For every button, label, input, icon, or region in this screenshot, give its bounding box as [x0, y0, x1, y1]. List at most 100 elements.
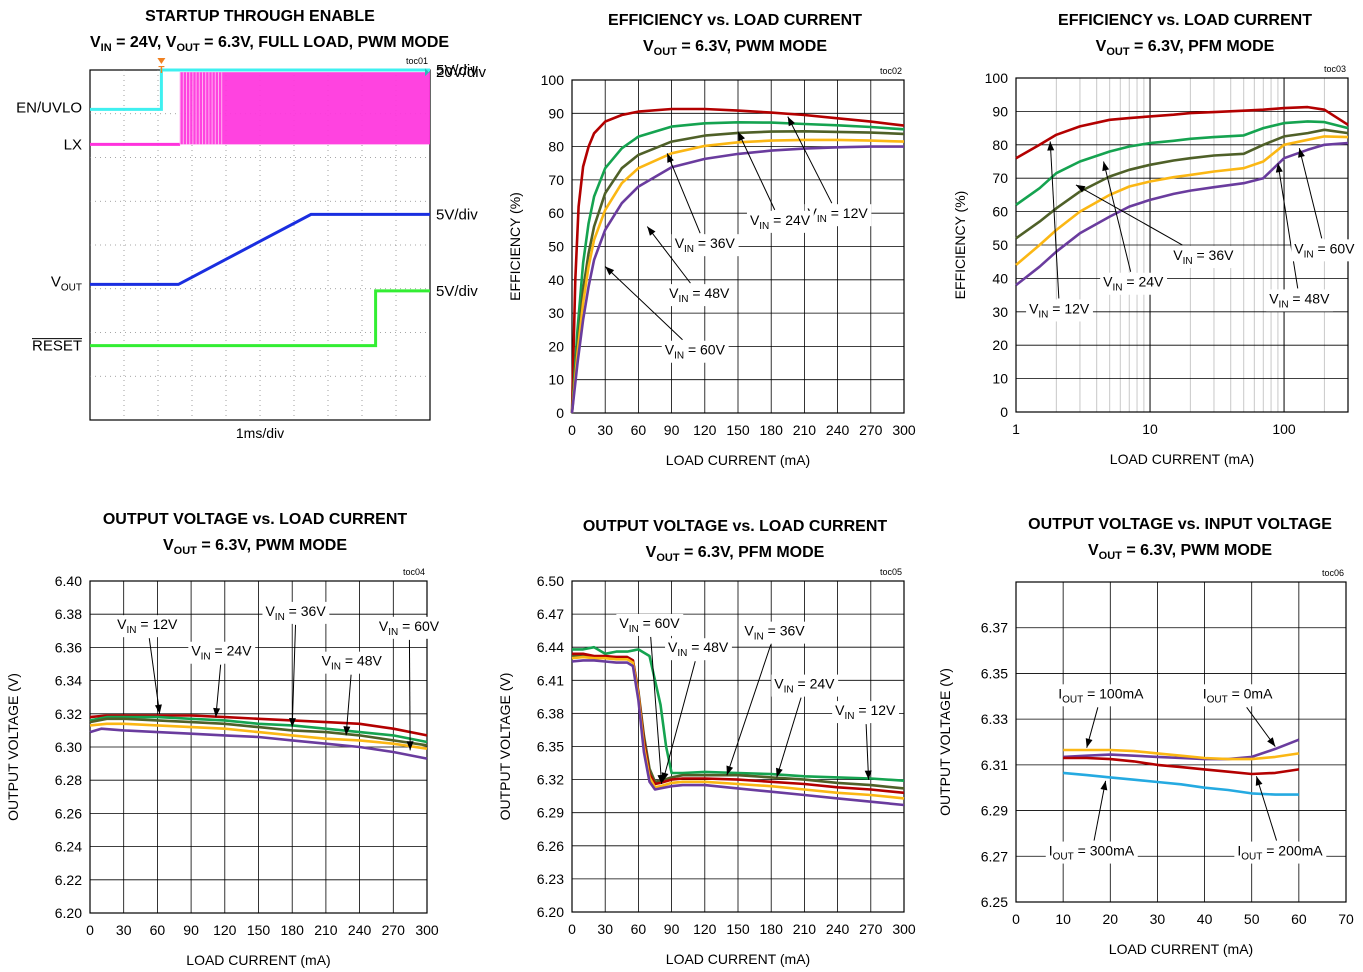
toc04-series-label-bg: [188, 641, 256, 664]
toc05-series-label-0: VIN = 60V: [619, 615, 680, 635]
toc04-series-label-bg: [375, 616, 443, 639]
toc06-x-tick-label: 70: [1338, 911, 1354, 927]
toc02-y-tick-label: 30: [548, 305, 564, 321]
toc03-series-label-bg: [1100, 272, 1168, 295]
toc01-scale-label-3: 5V/div: [436, 283, 478, 300]
toc06-x-tick-label: 20: [1102, 911, 1118, 927]
toc04-annotation-arrow-1-head: [213, 707, 221, 718]
toc06-series-label-bg: [1045, 841, 1138, 864]
toc04-title: OUTPUT VOLTAGE vs. LOAD CURRENT: [102, 511, 408, 528]
toc04-annotation-arrow-3: [345, 674, 352, 736]
toc03-annotation-arrow-3-head: [1275, 163, 1283, 173]
toc03-y-tick-label: 40: [992, 270, 1008, 286]
toc03-series-label-bg: [1291, 239, 1359, 262]
toc02-annotation-arrow-2-head: [667, 153, 674, 163]
toc04-series-line-0: [89, 714, 428, 737]
toc05-y-tick-label: 6.41: [537, 672, 564, 688]
toc02-tag: toc02: [880, 66, 902, 76]
toc05-annotation-arrow-4: [865, 724, 870, 780]
toc04-series-line-2: [89, 717, 428, 747]
toc05-title: OUTPUT VOLTAGE vs. LOAD CURRENT: [582, 518, 888, 535]
toc06-annotation-arrow-3-head: [1255, 776, 1263, 786]
toc01-trigger-marker: T: [158, 65, 164, 76]
toc03-series-line-3: [1015, 135, 1349, 266]
toc04-x-tick-label: 240: [348, 922, 372, 938]
toc03-series-line-1: [1015, 120, 1349, 206]
toc01-channel-3: [90, 289, 430, 348]
toc06-y-tick-label: 6.35: [981, 665, 1008, 681]
toc02-series-line-0: [570, 107, 905, 414]
toc06-y-tick-label: 6.27: [981, 848, 1008, 864]
toc04-series-line-4: [89, 727, 428, 760]
toc03-annotation-arrow-1-head: [1102, 161, 1110, 172]
toc05-series-label-4: VIN = 12V: [835, 702, 896, 722]
toc06-series-label-0: IOUT = 100mA: [1058, 685, 1144, 705]
toc04-series-label-2: VIN = 36V: [265, 603, 326, 623]
toc05-x-tick-label: 180: [760, 921, 784, 937]
toc04-y-tick-label: 6.34: [55, 673, 82, 689]
toc02-annotation-arrow-4: [604, 266, 683, 341]
toc04-y-axis-label: OUTPUT VOLTAGE (V): [5, 673, 21, 821]
toc02-annotation-arrow-3: [646, 226, 691, 284]
toc04-annotation-arrow-4-head: [406, 741, 414, 751]
toc04-y-tick-label: 6.24: [55, 839, 82, 855]
toc05-x-axis-label: LOAD CURRENT (mA): [666, 951, 810, 967]
toc01-channel-2: [90, 212, 430, 286]
toc06-annotation-arrow-2-head: [1100, 780, 1108, 791]
toc02-title: EFFICIENCY vs. LOAD CURRENT: [608, 12, 862, 29]
toc03-series-label-bg: [1266, 289, 1334, 312]
toc04-x-tick-label: 180: [281, 922, 305, 938]
toc04-plot-frame: [89, 580, 428, 914]
toc04-x-tick-label: 270: [382, 922, 406, 938]
toc06-series-label-bg: [1055, 684, 1148, 707]
toc03-x-axis-label: LOAD CURRENT (mA): [1110, 451, 1254, 467]
toc05-y-tick-label: 6.38: [537, 705, 564, 721]
toc04-subtitle: VOUT = 6.3V, PWM MODE: [162, 537, 348, 558]
toc04-y-tick-label: 6.36: [55, 639, 82, 655]
toc04-series-label-bg: [318, 651, 386, 674]
toc04-series-label-1: VIN = 24V: [191, 643, 252, 663]
toc03-x-tick-label: 100: [1272, 421, 1296, 437]
toc04-series-label-bg: [262, 601, 330, 624]
toc05-y-tick-label: 6.29: [537, 805, 564, 821]
toc04-series-label-3: VIN = 48V: [322, 653, 383, 673]
toc04-y-tick-label: 6.20: [55, 905, 82, 921]
toc01-title: STARTUP THROUGH ENABLE: [145, 8, 375, 25]
toc04-y-tick-label: 6.26: [55, 805, 82, 821]
toc03-series-label-2: VIN = 36V: [1173, 247, 1234, 267]
toc05-series-label-bg: [665, 638, 732, 661]
toc02-series-label-1: VIN = 24V: [750, 212, 811, 232]
toc01-channel-name-0: EN/UVLO: [16, 99, 82, 116]
toc03-series-label-bg: [1026, 299, 1093, 322]
toc03-series-label-3: VIN = 48V: [1269, 290, 1330, 310]
toc05-y-tick-label: 6.47: [537, 606, 564, 622]
toc04-y-tick-label: 6.40: [55, 573, 82, 589]
toc06-y-tick-label: 6.29: [981, 803, 1008, 819]
toc05-annotation-arrow-2: [726, 644, 772, 776]
toc01-channel-name-2: VOUT: [51, 273, 82, 293]
toc03-series-label-0: VIN = 12V: [1029, 300, 1090, 320]
toc06-series-label-3: IOUT = 200mA: [1237, 843, 1323, 863]
toc05-x-tick-label: 120: [693, 921, 717, 937]
toc01-channel-name-3: RESET: [32, 338, 82, 355]
toc04-x-axis-label: LOAD CURRENT (mA): [186, 952, 330, 968]
toc02-x-tick-label: 180: [760, 422, 784, 438]
toc06-series-line-0: [1063, 738, 1300, 761]
toc04-x-tick-label: 210: [314, 922, 338, 938]
toc03-y-tick-label: 70: [992, 170, 1008, 186]
toc05-y-tick-label: 6.44: [537, 639, 564, 655]
toc02-x-tick-label: 240: [826, 422, 850, 438]
toc05-series-label-1: VIN = 48V: [668, 639, 729, 659]
toc03-y-tick-label: 80: [992, 137, 1008, 153]
toc02-series-line-3: [570, 138, 905, 414]
toc03-tag: toc03: [1324, 64, 1346, 74]
toc06-title: OUTPUT VOLTAGE vs. INPUT VOLTAGE: [1028, 516, 1332, 533]
toc03-title: EFFICIENCY vs. LOAD CURRENT: [1058, 12, 1312, 29]
toc05-x-tick-label: 60: [631, 921, 647, 937]
toc02-annotation-arrow-3-head: [647, 226, 656, 236]
toc05-y-tick-label: 6.35: [537, 739, 564, 755]
toc04-x-tick-label: 30: [116, 922, 132, 938]
toc02-y-tick-label: 80: [548, 139, 564, 155]
toc03-series-label-4: VIN = 60V: [1294, 240, 1355, 260]
toc01-level-marker: [425, 68, 429, 77]
